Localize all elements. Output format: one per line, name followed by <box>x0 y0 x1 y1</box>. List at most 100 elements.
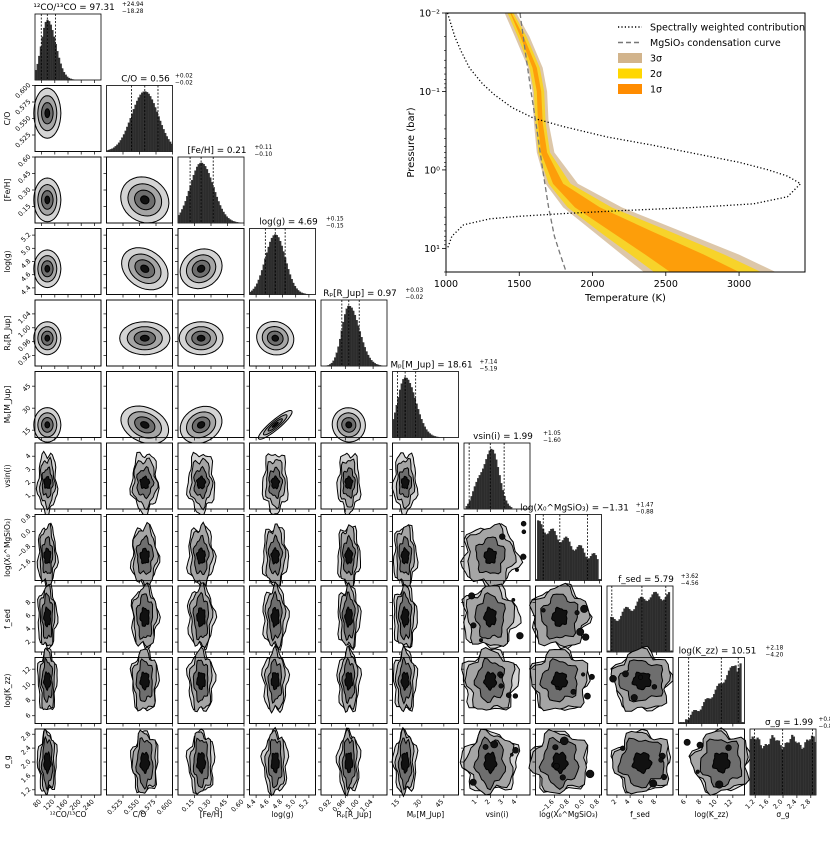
x-tick-label: 8 <box>695 798 704 807</box>
error-upper: +24.94 <box>122 2 144 8</box>
contour-blob <box>581 672 586 677</box>
contour-blob <box>482 744 489 750</box>
panel-frame <box>320 442 388 510</box>
x-tick-label: 0.15 <box>180 798 196 814</box>
contour-level <box>483 606 497 628</box>
histogram-bar <box>742 722 745 724</box>
contour-c_o-fsed <box>103 582 173 655</box>
contour-co_ratio-logg <box>32 228 102 298</box>
x-tick-label: 4.6 <box>258 798 271 811</box>
param-title: Mₚ[M_Jup] = 18.61 <box>390 361 472 371</box>
panel-frame <box>392 585 459 653</box>
title-fsed: f_sed = 5.79 +3.62−4.56 <box>618 574 699 587</box>
histogram-logg <box>249 228 316 298</box>
contour-co_ratio-rp <box>32 299 102 369</box>
error-lower: −4.56 <box>681 581 699 587</box>
x-tick-label: 2 <box>610 798 619 807</box>
contour-blob <box>468 592 476 600</box>
error-upper: +7.14 <box>480 360 498 366</box>
contour-level <box>631 751 653 775</box>
contour-blob <box>520 553 527 560</box>
contour-blob <box>609 675 617 683</box>
y-tick-label: 0.575 <box>14 98 33 117</box>
contour-blob <box>683 738 691 746</box>
x-axis-label: vsin(i) <box>485 810 508 819</box>
title-mp: Mₚ[M_Jup] = 18.61 +7.14−5.19 <box>390 360 497 373</box>
legend-patch <box>618 68 642 79</box>
panel-frame <box>392 514 459 581</box>
contour-level <box>43 751 52 775</box>
error-upper: +1.47 <box>636 503 654 509</box>
y-tick-label: 2 <box>24 638 33 647</box>
contribution-line <box>446 13 802 249</box>
x-tick-label: 15 <box>390 798 402 810</box>
histogram-fsed <box>606 585 674 655</box>
contour-rp-xmgsio3 <box>318 514 388 590</box>
legend: Spectrally weighted contribution MgSiO₃ c… <box>618 23 805 96</box>
contour-level <box>400 546 410 565</box>
contour-blob <box>725 744 732 751</box>
x-tick-label: 80 <box>32 798 44 810</box>
histogram-bar <box>667 592 671 653</box>
contour-blob <box>660 773 668 781</box>
contour-co_ratio-vsini <box>32 442 102 520</box>
error-lower: −5.19 <box>480 367 498 373</box>
y-tick-label: 2.4 <box>19 744 32 757</box>
contour-level <box>270 672 280 691</box>
plot-area <box>446 13 802 272</box>
param-title: log(X₀^MgSiO₃) = −1.31 <box>520 504 629 514</box>
x-tick-label: 2500 <box>654 279 678 290</box>
contour-feh-mp <box>175 371 245 444</box>
contour-blob <box>585 769 595 779</box>
error-upper: +0.86 <box>819 717 830 723</box>
error-lower: −0.10 <box>254 152 272 158</box>
contour-level <box>140 421 150 429</box>
param-title: ¹²CO/¹³CO = 97.31 <box>33 3 114 13</box>
contour-level <box>43 547 52 564</box>
y-tick-label: 1.04 <box>17 310 33 326</box>
contour-level <box>483 547 497 565</box>
panel-frame <box>320 371 388 438</box>
contour-blob <box>521 529 527 535</box>
contour-blob <box>470 622 477 629</box>
y-tick-label: 6 <box>24 711 33 720</box>
contour-blob <box>581 633 590 641</box>
x-tick-label: 0.0 <box>573 798 586 811</box>
histogram-mp <box>392 371 459 441</box>
contour-level <box>43 606 52 628</box>
error-upper: +0.15 <box>326 217 344 223</box>
panel-frame <box>463 657 531 724</box>
contour-level <box>344 475 354 490</box>
y-tick-label: 0.45 <box>17 169 33 185</box>
param-title: [Fe/H] = 0.21 <box>188 146 247 156</box>
x-axis-label: log(g) <box>271 810 293 819</box>
contour-blob <box>620 745 626 751</box>
contour-blob <box>559 774 566 781</box>
contour-blob <box>552 744 559 751</box>
error-upper: +2.18 <box>766 646 784 652</box>
y-tick-label: 10⁻² <box>419 9 440 20</box>
x-tick-label: 5.0 <box>284 798 297 811</box>
contour-level <box>195 751 207 775</box>
condensation-line <box>519 13 567 272</box>
y-tick-label: 0.15 <box>17 202 33 218</box>
y-tick-label: 4.4 <box>19 284 32 297</box>
x-tick-label: 0.600 <box>155 798 174 817</box>
y-tick-label: 0.30 <box>17 186 33 202</box>
contour-rp-fsed <box>318 581 388 655</box>
contour-co_ratio-feh <box>32 156 102 226</box>
panel-frame <box>320 657 388 724</box>
contour-level <box>195 547 206 565</box>
contour-feh-vsini <box>175 442 245 516</box>
contour-blob <box>512 746 519 754</box>
contour-level <box>344 751 354 774</box>
y-tick-label: 0.525 <box>14 131 33 150</box>
error-upper: +0.03 <box>405 288 423 294</box>
y-tick-label: 8 <box>24 696 33 705</box>
contour-level <box>140 195 150 205</box>
y-tick-label: 0.60 <box>17 153 33 169</box>
x-tick-label: 4.8 <box>271 798 284 811</box>
contour-blob <box>498 674 503 679</box>
title-xmgsio3: log(X₀^MgSiO₃) = −1.31 +1.47−0.88 <box>520 503 654 516</box>
contour-level <box>400 751 410 774</box>
